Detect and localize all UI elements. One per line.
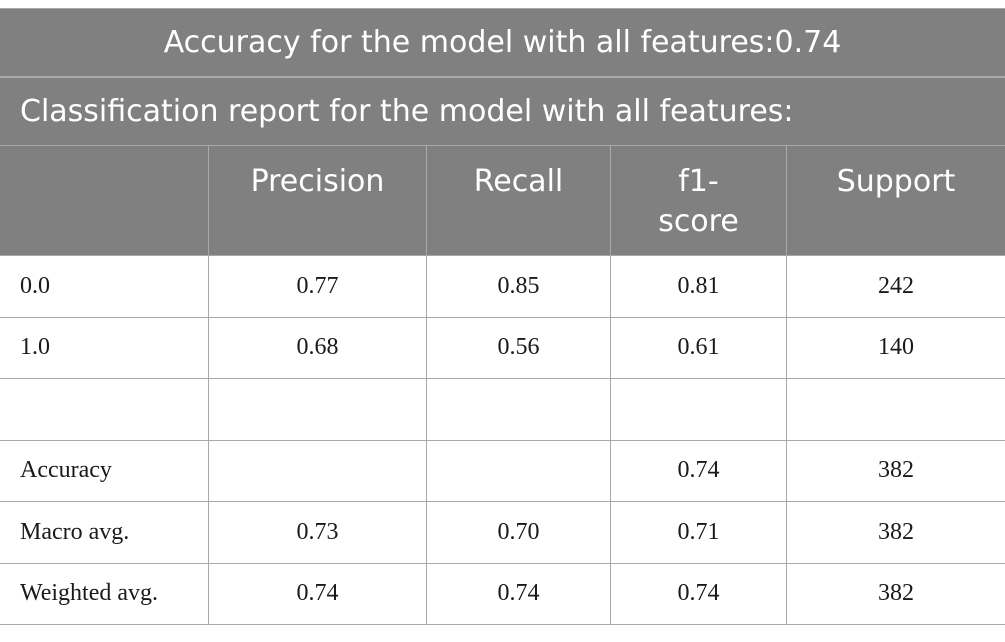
f1-value: 0.71 (611, 502, 787, 563)
f1-value: 0.81 (611, 256, 787, 317)
f1-value (611, 379, 787, 440)
accuracy-title: Accuracy for the model with all features… (0, 8, 1005, 77)
header-f1-score: f1- score (611, 146, 787, 255)
recall-value (427, 379, 611, 440)
f1-value: 0.74 (611, 440, 787, 501)
table-row: Macro avg. 0.73 0.70 0.71 382 (0, 502, 1005, 564)
row-label: 1.0 (0, 317, 209, 378)
row-label: Weighted avg. (0, 563, 209, 624)
recall-value: 0.56 (427, 317, 611, 378)
recall-value: 0.70 (427, 502, 611, 563)
recall-value: 0.85 (427, 256, 611, 317)
support-value: 140 (878, 334, 914, 361)
support-value: 382 (878, 580, 914, 607)
row-label: Accuracy (0, 440, 209, 501)
recall-value (427, 440, 611, 501)
header-f1-line2: score (658, 204, 739, 239)
classification-report-table: Accuracy for the model with all features… (0, 8, 1005, 625)
support-value (787, 379, 1005, 440)
row-label: 0.0 (0, 256, 209, 317)
precision-value: 0.77 (209, 256, 427, 317)
support-value: 382 (878, 457, 914, 484)
report-subtitle: Classification report for the model with… (0, 77, 1005, 146)
f1-value: 0.74 (611, 563, 787, 624)
table-row: Accuracy 0.74 382 (0, 440, 1005, 502)
header-f1-line1: f1- (678, 164, 719, 199)
f1-value: 0.61 (611, 317, 787, 378)
precision-value: 0.74 (209, 563, 427, 624)
row-label (0, 379, 209, 440)
column-header-row: Precision Recall f1- score Support (0, 146, 1005, 256)
precision-value (209, 440, 427, 501)
precision-value: 0.73 (209, 502, 427, 563)
table-row-empty (0, 379, 1005, 441)
support-value: 242 (878, 272, 914, 299)
table-row: Weighted avg. 0.74 0.74 0.74 382 (0, 563, 1005, 625)
recall-value: 0.74 (427, 563, 611, 624)
header-label-cell (0, 146, 209, 255)
table-row: 1.0 0.68 0.56 0.61 140 (0, 317, 1005, 379)
precision-value: 0.68 (209, 317, 427, 378)
header-support: Support (836, 164, 956, 199)
support-value: 382 (878, 518, 914, 545)
table-row: 0.0 0.77 0.85 0.81 242 (0, 256, 1005, 318)
row-label: Macro avg. (0, 502, 209, 563)
header-recall: Recall (427, 146, 611, 255)
precision-value (209, 379, 427, 440)
header-precision: Precision (209, 146, 427, 255)
